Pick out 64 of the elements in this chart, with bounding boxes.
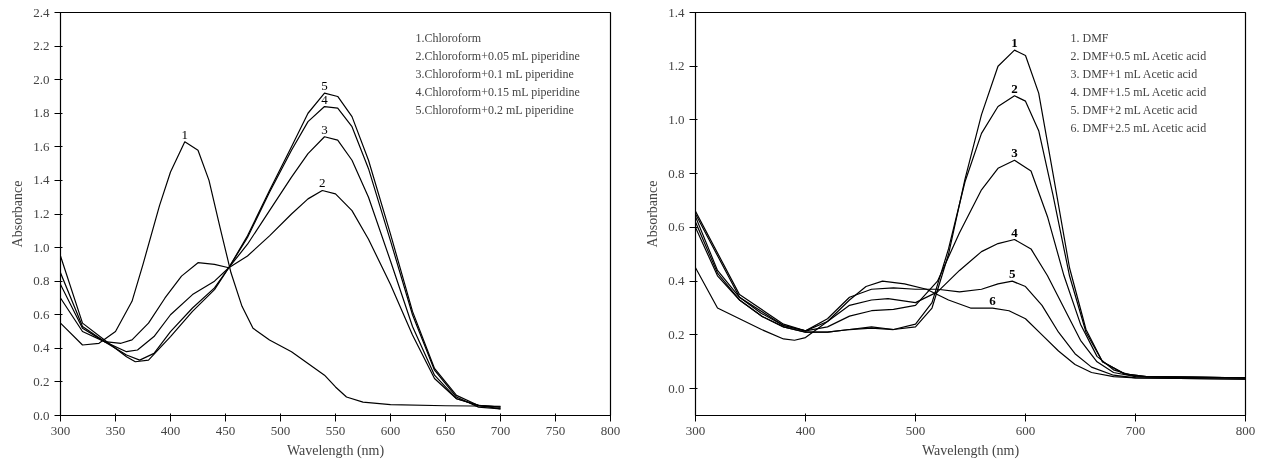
x-tick-label: 300 <box>685 422 706 438</box>
series-label: 3 <box>1011 145 1019 161</box>
y-tick-label: 0.2 <box>668 326 685 342</box>
annotation: 5.Chloroform+0.2 mL piperidine <box>415 102 574 117</box>
y-tick-label: 0.6 <box>33 306 50 322</box>
y-tick-label: 1.6 <box>33 138 50 154</box>
series-label: 2 <box>319 175 326 191</box>
annotation: 5. DMF+2 mL Acetic acid <box>1070 102 1198 117</box>
x-tick-label: 400 <box>160 422 181 438</box>
annotation: 2. DMF+0.5 mL Acetic acid <box>1070 48 1207 63</box>
x-tick-label: 600 <box>1015 422 1036 438</box>
annotation: 1. DMF <box>1070 30 1109 45</box>
x-tick-label: 700 <box>490 422 511 438</box>
y-tick-label: 1.8 <box>33 105 50 121</box>
y-tick-label: 2.2 <box>33 38 50 54</box>
x-tick-label: 350 <box>105 422 126 438</box>
series-label: 4 <box>321 91 329 107</box>
x-axis-title: Wavelength (nm) <box>286 442 385 459</box>
y-tick-label: 2.4 <box>33 4 50 20</box>
annotation: 3.Chloroform+0.1 mL piperidine <box>415 66 574 81</box>
y-tick-label: 0.0 <box>668 380 685 396</box>
x-tick-label: 500 <box>905 422 926 438</box>
y-tick-label: 2.0 <box>33 71 50 87</box>
x-tick-label: 600 <box>380 422 401 438</box>
y-tick-label: 1.4 <box>668 4 685 20</box>
y-axis-title: Absorbance <box>645 180 661 248</box>
x-tick-label: 800 <box>1235 422 1256 438</box>
series-label: 1 <box>1011 35 1018 51</box>
x-tick-label: 550 <box>325 422 346 438</box>
annotation: 1.Chloroform <box>415 30 482 45</box>
x-tick-label: 450 <box>215 422 236 438</box>
series-label: 2 <box>1011 80 1018 96</box>
series-label: 3 <box>321 121 328 137</box>
x-tick-label: 700 <box>1125 422 1146 438</box>
x-tick-label: 800 <box>600 422 621 438</box>
y-tick-label: 1.0 <box>33 239 50 255</box>
x-tick-label: 500 <box>270 422 291 438</box>
annotation: 3. DMF+1 mL Acetic acid <box>1070 66 1198 81</box>
series-label: 6 <box>989 293 997 309</box>
y-tick-label: 0.2 <box>33 373 50 389</box>
annotation: 2.Chloroform+0.05 mL piperidine <box>415 48 580 63</box>
x-tick-label: 650 <box>435 422 456 438</box>
y-tick-label: 1.0 <box>668 111 685 127</box>
annotation: 4. DMF+1.5 mL Acetic acid <box>1070 84 1207 99</box>
series-label: 4 <box>1011 224 1019 240</box>
y-tick-label: 1.2 <box>668 58 685 74</box>
series-label: 5 <box>1009 266 1017 282</box>
y-tick-label: 1.4 <box>33 172 50 188</box>
y-tick-label: 0.0 <box>33 407 50 423</box>
x-tick-label: 300 <box>50 422 71 438</box>
series-label: 5 <box>321 78 328 94</box>
y-tick-label: 0.4 <box>668 273 685 289</box>
x-tick-label: 400 <box>795 422 816 438</box>
y-tick-label: 0.4 <box>33 340 50 356</box>
y-axis-title: Absorbance <box>10 180 26 248</box>
y-tick-label: 0.6 <box>668 219 685 235</box>
y-tick-label: 0.8 <box>33 273 50 289</box>
series-label: 1 <box>181 126 189 142</box>
annotation: 6. DMF+2.5 mL Acetic acid <box>1070 120 1207 135</box>
x-axis-title: Wavelength (nm) <box>921 442 1020 459</box>
annotation: 4.Chloroform+0.15 mL piperidine <box>415 84 580 99</box>
y-tick-label: 1.2 <box>33 206 50 221</box>
y-tick-label: 0.8 <box>668 165 685 181</box>
x-tick-label: 750 <box>545 422 566 438</box>
